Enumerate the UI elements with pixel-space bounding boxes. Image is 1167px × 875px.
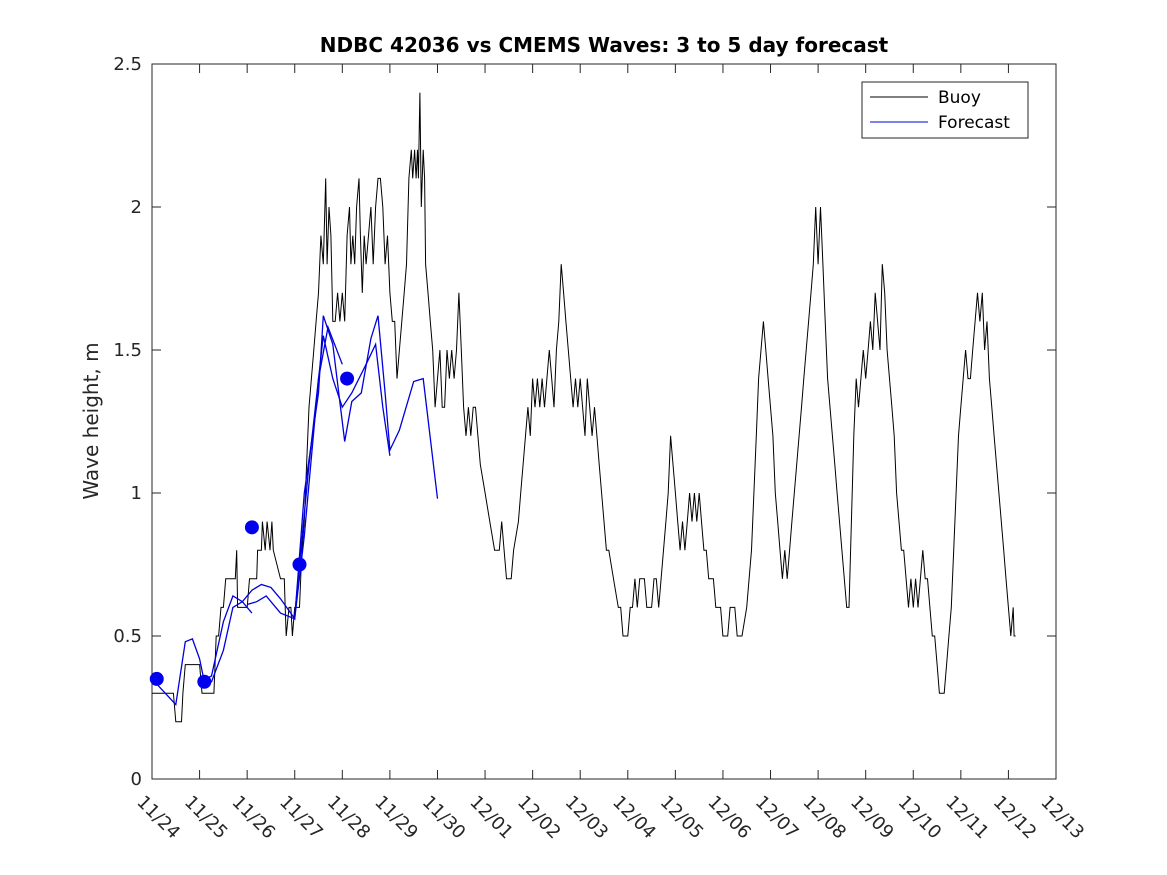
forecast-start-marker: [244, 520, 259, 535]
legend: Buoy Forecast: [861, 81, 1029, 139]
axes-box: [151, 63, 1057, 780]
y-tick-label: 1: [131, 483, 142, 504]
legend-buoy-label: Buoy: [938, 88, 981, 108]
forecast-start-marker: [197, 674, 212, 689]
legend-box: [861, 81, 1029, 139]
forecast-series-line: [294, 335, 391, 617]
forecast-series-line: [247, 315, 439, 620]
y-axis-label: Wave height, m: [79, 342, 103, 499]
chart-title: NDBC 42036 vs CMEMS Waves: 3 to 5 day fo…: [320, 33, 889, 57]
buoy-series-line: [152, 92, 1016, 723]
forecast-start-marker: [340, 371, 355, 386]
y-tick-label: 0.5: [113, 626, 142, 647]
y-tick-label: 2.5: [113, 54, 142, 75]
y-tick-label: 1.5: [113, 340, 142, 361]
y-tick-label: 2: [131, 197, 142, 218]
forecast-start-marker: [149, 671, 164, 686]
y-tick-label: 0: [131, 769, 142, 790]
forecast-start-marker: [292, 557, 307, 572]
plot-area: 00.511.522.511/2411/2511/2611/2711/2811/…: [113, 54, 1088, 843]
legend-forecast-label: Forecast: [938, 113, 1010, 133]
